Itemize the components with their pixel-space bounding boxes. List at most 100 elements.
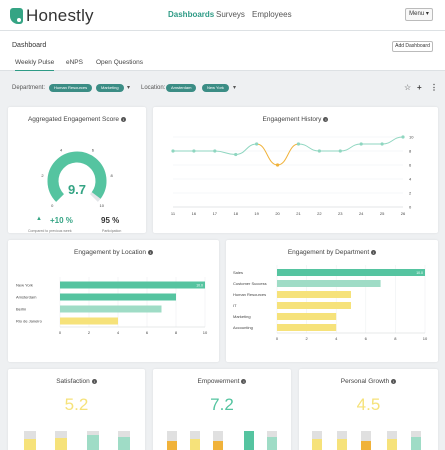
mini-bar [411,437,421,450]
x-tick-label: 16 [192,211,197,216]
location-card-title: Engagement by Location i [8,249,219,256]
bar[interactable] [60,281,205,289]
history-point[interactable] [255,142,259,146]
star-icon[interactable]: ☆ [404,83,412,92]
personal-growth-title: Personal Growth i [299,378,438,385]
department-bar-chart: 0 2 4 6 8 10 Sales 10.0 Customer Success 7.0 Human… [233,265,428,341]
mini-bar-bg [213,431,223,450]
bar-value-label: 10.0 [416,271,423,275]
info-icon[interactable]: i [391,378,397,384]
mini-bar [244,431,254,450]
gauge-fill [47,151,107,202]
nav-dashboards[interactable]: Dashboards [168,10,215,19]
gauge-tick-label: 4 [60,147,63,152]
history-point[interactable] [338,149,342,153]
bar-value-label: 4.0 [338,326,343,330]
tab-open-questions[interactable]: Open Questions [96,59,143,66]
engagement-score-title: Aggregated Engagement Score i [8,116,146,123]
bar[interactable] [277,269,425,276]
category-label: Berlin [16,307,26,312]
history-point[interactable] [317,149,321,153]
info-icon[interactable]: i [147,249,153,255]
mini-bar [361,441,371,450]
engagement-change-label: Compared to previous week [28,229,72,233]
location-dropdown-icon[interactable]: ▾ [233,85,237,91]
mini-bar [87,435,99,450]
chevron-down-icon: ▾ [425,11,429,17]
mini-bar [190,439,200,450]
menu-button[interactable]: Menu ▾ [405,8,433,21]
location-bar-chart: 0 2 4 6 8 10 New York 10.0 Amsterdam 8.0 Berlin 7.0… [16,277,208,335]
add-dashboard-button[interactable]: Add Dashboard [392,41,433,52]
nav-employees[interactable]: Employees [252,10,292,19]
engagement-history-card: Engagement History i 0 2 4 6 8 10 11 16 17 18 19 20 2… [153,107,438,233]
department-dropdown-icon[interactable]: ▾ [127,85,131,91]
history-point[interactable] [171,149,175,153]
location-chip-amsterdam[interactable]: Amsterdam [166,84,197,92]
satisfaction-score: 5.2 [64,395,89,414]
history-point[interactable] [359,142,363,146]
location-chip-new-york[interactable]: New York [202,84,229,92]
info-icon[interactable]: i [91,378,97,384]
x-tick-label: 26 [401,211,406,216]
bar[interactable] [60,305,162,313]
bar-value-label: 4.0 [120,319,125,323]
brand-logo[interactable]: Honestly [10,6,94,26]
x-tick-label: 0 [276,336,279,341]
category-label: Accounting [233,325,253,330]
bar[interactable] [277,313,337,320]
info-icon[interactable]: i [241,378,247,384]
bar-value-label: 10.0 [196,283,203,287]
nav-surveys[interactable]: Surveys [216,10,245,19]
history-point[interactable] [275,163,280,167]
gauge-tick-label: 10 [100,203,105,208]
info-icon[interactable]: i [323,116,329,122]
history-point[interactable] [296,142,301,146]
bar[interactable] [277,302,351,309]
category-label: New York [16,283,33,288]
bar[interactable] [60,317,118,325]
location-filter-label: Location: [141,85,166,91]
personal-growth-score: 4.5 [356,395,381,414]
x-tick-label: 10 [423,336,428,341]
bar-value-label: 7.0 [164,307,169,311]
top-navigation-bar: Honestly Dashboards Surveys Employees Me… [0,0,445,31]
y-tick-label: 4 [409,177,412,182]
category-label: Rio de Janeiro [16,319,43,324]
mini-bar [337,439,347,450]
empowerment-title: Empowerment i [153,378,291,385]
satisfaction-card: Satisfaction i 5.2 [8,369,145,450]
add-widget-icon[interactable]: + [417,83,422,92]
history-point[interactable] [192,149,196,153]
department-chip-marketing[interactable]: Marketing [96,84,124,92]
x-tick-label: 6 [365,336,368,341]
y-tick-label: 6 [409,163,412,168]
x-tick-label: 0 [59,330,62,335]
tab-enps[interactable]: eNPS [66,59,83,66]
bar[interactable] [277,280,381,287]
x-tick-label: 2 [88,330,91,335]
info-icon[interactable]: i [121,116,127,122]
mini-bar-bg [361,431,371,450]
tab-weekly-pulse[interactable]: Weekly Pulse [15,59,55,71]
department-chip-human-resources[interactable]: Human Resources [49,84,93,92]
bar[interactable] [277,291,351,298]
history-point[interactable] [234,152,238,157]
department-card: Engagement by Department i 0 2 4 6 8 10 Sales 10… [226,240,438,362]
personal-growth-mini-bars [312,431,421,450]
location-card: Engagement by Location i 0 2 4 6 8 10 New York 1… [8,240,219,362]
info-icon[interactable]: i [371,249,377,255]
mini-bar [213,441,223,450]
x-tick-label: 6 [146,330,149,335]
history-point[interactable] [213,149,217,153]
history-point[interactable] [401,135,405,139]
empowerment-card: Empowerment i 7.2 [153,369,291,450]
bar[interactable] [277,324,337,331]
bar[interactable] [60,293,176,301]
y-tick-label: 8 [409,149,412,154]
mini-bar [118,437,130,450]
history-point[interactable] [380,142,384,146]
engagement-history-title: Engagement History i [153,116,438,123]
more-options-icon[interactable]: ⋮ [430,83,438,92]
